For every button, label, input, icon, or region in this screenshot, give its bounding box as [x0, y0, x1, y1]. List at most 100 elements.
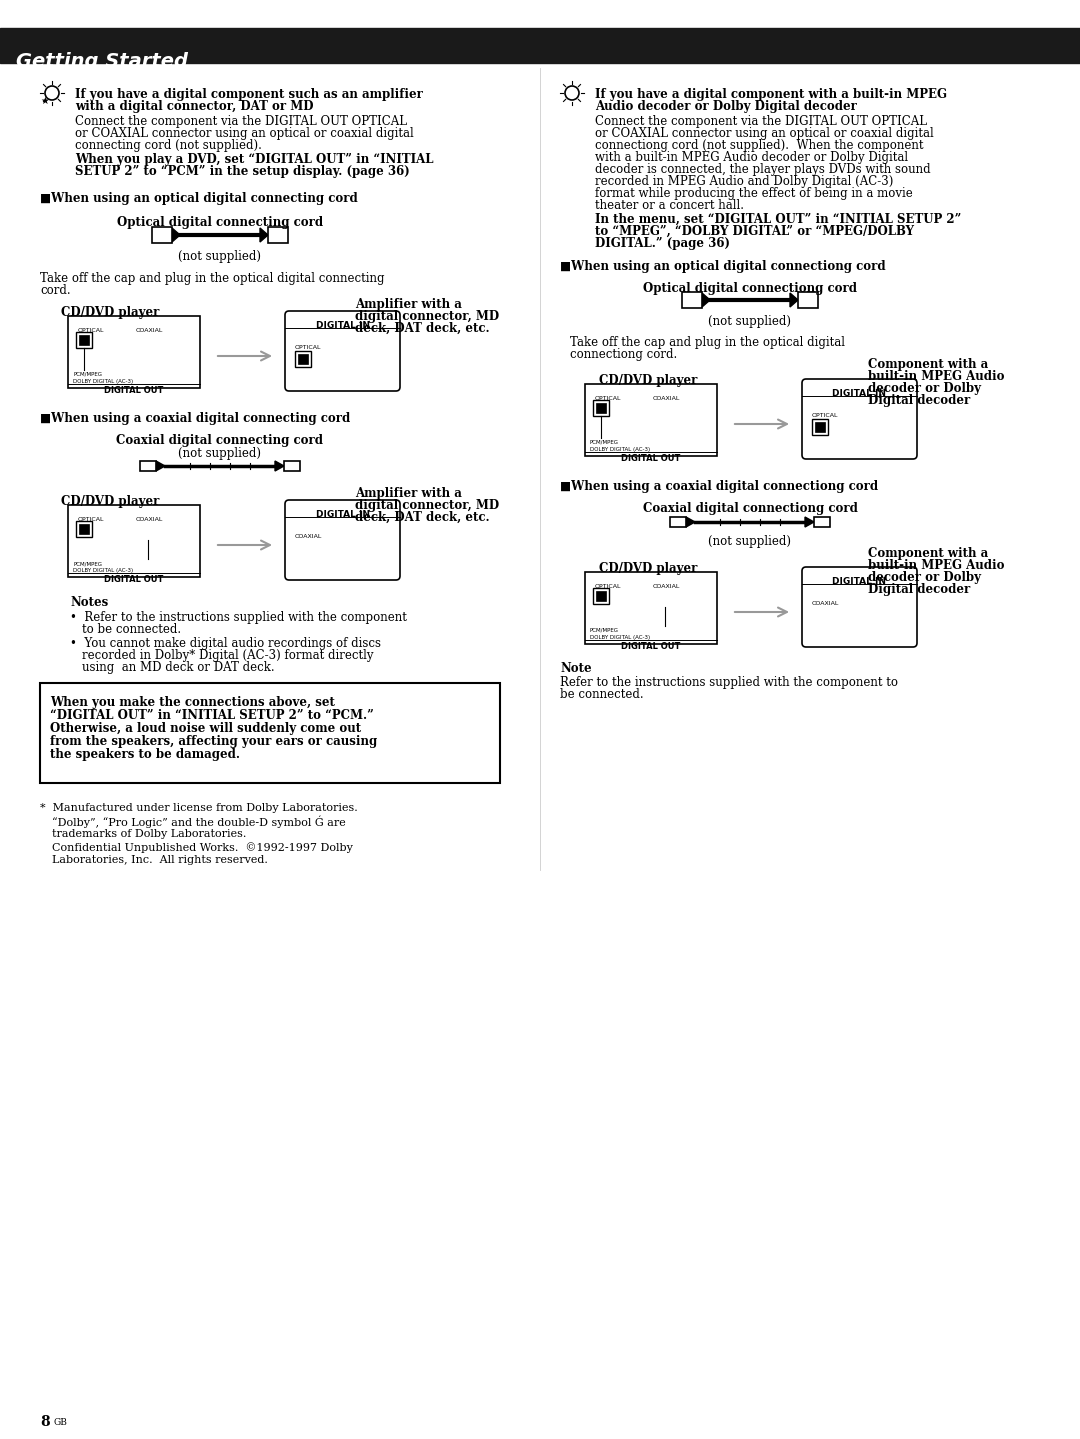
Text: from the speakers, affecting your ears or causing: from the speakers, affecting your ears o… [50, 735, 377, 748]
Bar [298, 354, 308, 364]
Text: •  Refer to the instructions supplied with the component: • Refer to the instructions supplied wit… [70, 612, 407, 625]
Text: COAXIAL: COAXIAL [653, 584, 680, 589]
Circle shape [654, 397, 676, 419]
Bar [79, 335, 89, 345]
Bar [812, 419, 828, 435]
Bar [40, 684, 500, 783]
Circle shape [828, 613, 836, 622]
Text: CD/DVD player: CD/DVD player [60, 307, 159, 319]
Text: DIGITAL IN: DIGITAL IN [315, 321, 369, 330]
Text: theater or a concert hall.: theater or a concert hall. [595, 199, 744, 212]
Text: COAXIAL: COAXIAL [295, 534, 322, 540]
Polygon shape [702, 294, 710, 307]
Bar [295, 351, 311, 367]
Polygon shape [805, 517, 814, 527]
Bar [268, 227, 288, 243]
Text: recorded in Dolby* Digital (AC-3) format directly: recorded in Dolby* Digital (AC-3) format… [82, 649, 374, 662]
Circle shape [144, 525, 152, 532]
Text: decoder is connected, the player plays DVDs with sound: decoder is connected, the player plays D… [595, 163, 931, 176]
Text: Confidential Unpublished Works.  ©1992-1997 Dolby: Confidential Unpublished Works. ©1992-19… [52, 842, 353, 853]
Bar [76, 521, 92, 537]
Text: If you have a digital component with a built-in MPEG: If you have a digital component with a b… [595, 88, 947, 101]
Text: using  an MD deck or DAT deck.: using an MD deck or DAT deck. [82, 661, 274, 673]
Text: When you make the connections above, set: When you make the connections above, set [50, 696, 335, 709]
Circle shape [311, 545, 319, 554]
Text: Coaxial digital connecting cord: Coaxial digital connecting cord [117, 435, 324, 448]
Text: In the menu, set “DIGITAL OUT” in “INITIAL SETUP 2”: In the menu, set “DIGITAL OUT” in “INITI… [595, 213, 961, 226]
Text: format while producing the effect of being in a movie: format while producing the effect of bei… [595, 187, 913, 200]
Text: with a built-in MPEG Audio decoder or Dolby Digital: with a built-in MPEG Audio decoder or Do… [595, 151, 908, 164]
Text: PCM/MPEG: PCM/MPEG [73, 561, 102, 566]
Bar [798, 292, 818, 308]
Text: Amplifier with a: Amplifier with a [355, 486, 462, 499]
Text: deck, DAT deck, etc.: deck, DAT deck, etc. [355, 322, 489, 335]
Bar [593, 589, 609, 604]
Text: or COAXIAL connector using an optical or coaxial digital: or COAXIAL connector using an optical or… [75, 127, 414, 140]
Text: Component with a: Component with a [868, 547, 988, 560]
Text: If you have a digital component such as an amplifier: If you have a digital component such as … [75, 88, 423, 101]
Polygon shape [260, 227, 268, 242]
Text: DIGITAL OUT: DIGITAL OUT [621, 453, 680, 463]
Text: PCM/MPEG: PCM/MPEG [590, 627, 619, 633]
Text: Connect the component via the DIGITAL OUT OPTICAL: Connect the component via the DIGITAL OU… [75, 115, 407, 128]
Text: connectiong cord (not supplied).  When the component: connectiong cord (not supplied). When th… [595, 140, 923, 153]
Text: or COAXIAL connector using an optical or coaxial digital: or COAXIAL connector using an optical or… [595, 127, 934, 140]
Bar [585, 571, 717, 645]
FancyBboxPatch shape [802, 378, 917, 459]
Text: OPTICAL: OPTICAL [595, 396, 621, 401]
Circle shape [45, 86, 59, 99]
Text: Component with a: Component with a [868, 358, 988, 371]
Text: decoder or Dolby: decoder or Dolby [868, 381, 981, 394]
Text: ■When using a coaxial digital connectiong cord: ■When using a coaxial digital connection… [561, 481, 878, 494]
Bar [681, 292, 702, 308]
Text: DIGITAL OUT: DIGITAL OUT [621, 642, 680, 650]
Text: OPTICAL: OPTICAL [78, 517, 105, 522]
Bar [140, 460, 156, 471]
Text: Optical digital connecting cord: Optical digital connecting cord [117, 216, 323, 229]
Text: DIGITAL IN: DIGITAL IN [315, 509, 369, 519]
Text: *  Manufactured under license from Dolby Laboratories.: * Manufactured under license from Dolby … [40, 803, 357, 813]
Text: ★: ★ [40, 96, 49, 106]
Text: COAXIAL: COAXIAL [812, 602, 839, 606]
Text: be connected.: be connected. [561, 688, 644, 701]
Text: (not supplied): (not supplied) [708, 315, 792, 328]
Text: Coaxial digital connectiong cord: Coaxial digital connectiong cord [643, 502, 858, 515]
Text: recorded in MPEG Audio and Dolby Digital (AC-3): recorded in MPEG Audio and Dolby Digital… [595, 176, 893, 189]
Bar [68, 505, 200, 577]
Text: decoder or Dolby: decoder or Dolby [868, 571, 981, 584]
Text: (not supplied): (not supplied) [178, 250, 261, 263]
Text: to “MPEG”, “DOLBY DIGITAL” or “MPEG/DOLBY: to “MPEG”, “DOLBY DIGITAL” or “MPEG/DOLB… [595, 224, 914, 237]
Circle shape [303, 540, 326, 561]
FancyBboxPatch shape [285, 311, 400, 391]
Bar [76, 332, 92, 348]
Text: OPTICAL: OPTICAL [595, 584, 621, 589]
Text: COAXIAL: COAXIAL [136, 517, 163, 522]
Text: DIGITAL OUT: DIGITAL OUT [105, 386, 164, 394]
Text: •  You cannot make digital audio recordings of discs: • You cannot make digital audio recordin… [70, 637, 381, 650]
Text: Notes: Notes [70, 596, 108, 609]
Text: Take off the cap and plug in the optical digital connecting: Take off the cap and plug in the optical… [40, 272, 384, 285]
Text: deck, DAT deck, etc.: deck, DAT deck, etc. [355, 511, 489, 524]
Text: the speakers to be damaged.: the speakers to be damaged. [50, 748, 240, 761]
Text: Otherwise, a loud noise will suddenly come out: Otherwise, a loud noise will suddenly co… [50, 722, 361, 735]
Text: CD/DVD player: CD/DVD player [60, 495, 159, 508]
Polygon shape [275, 460, 284, 471]
Text: (not supplied): (not supplied) [178, 448, 261, 460]
Text: Laboratories, Inc.  All rights reserved.: Laboratories, Inc. All rights reserved. [52, 855, 268, 865]
Circle shape [144, 335, 152, 344]
Text: DOLBY DIGITAL (AC-3): DOLBY DIGITAL (AC-3) [590, 635, 650, 640]
Bar [79, 524, 89, 534]
Text: connectiong cord.: connectiong cord. [570, 348, 677, 361]
Text: SETUP 2” to “PCM” in the setup display. (page 36): SETUP 2” to “PCM” in the setup display. … [75, 165, 409, 178]
Text: DIGITAL IN: DIGITAL IN [833, 389, 887, 399]
Bar [815, 422, 825, 432]
Text: Take off the cap and plug in the optical digital: Take off the cap and plug in the optical… [570, 335, 845, 350]
Text: DIGITAL IN: DIGITAL IN [833, 577, 887, 586]
Text: CD/DVD player: CD/DVD player [598, 563, 698, 576]
Text: Audio decoder or Dolby Digital decoder: Audio decoder or Dolby Digital decoder [595, 99, 856, 114]
Text: OPTICAL: OPTICAL [78, 328, 105, 332]
Text: DOLBY DIGITAL (AC-3): DOLBY DIGITAL (AC-3) [73, 568, 133, 573]
Text: connecting cord (not supplied).: connecting cord (not supplied). [75, 140, 261, 153]
Polygon shape [172, 227, 180, 242]
Bar [596, 591, 606, 602]
